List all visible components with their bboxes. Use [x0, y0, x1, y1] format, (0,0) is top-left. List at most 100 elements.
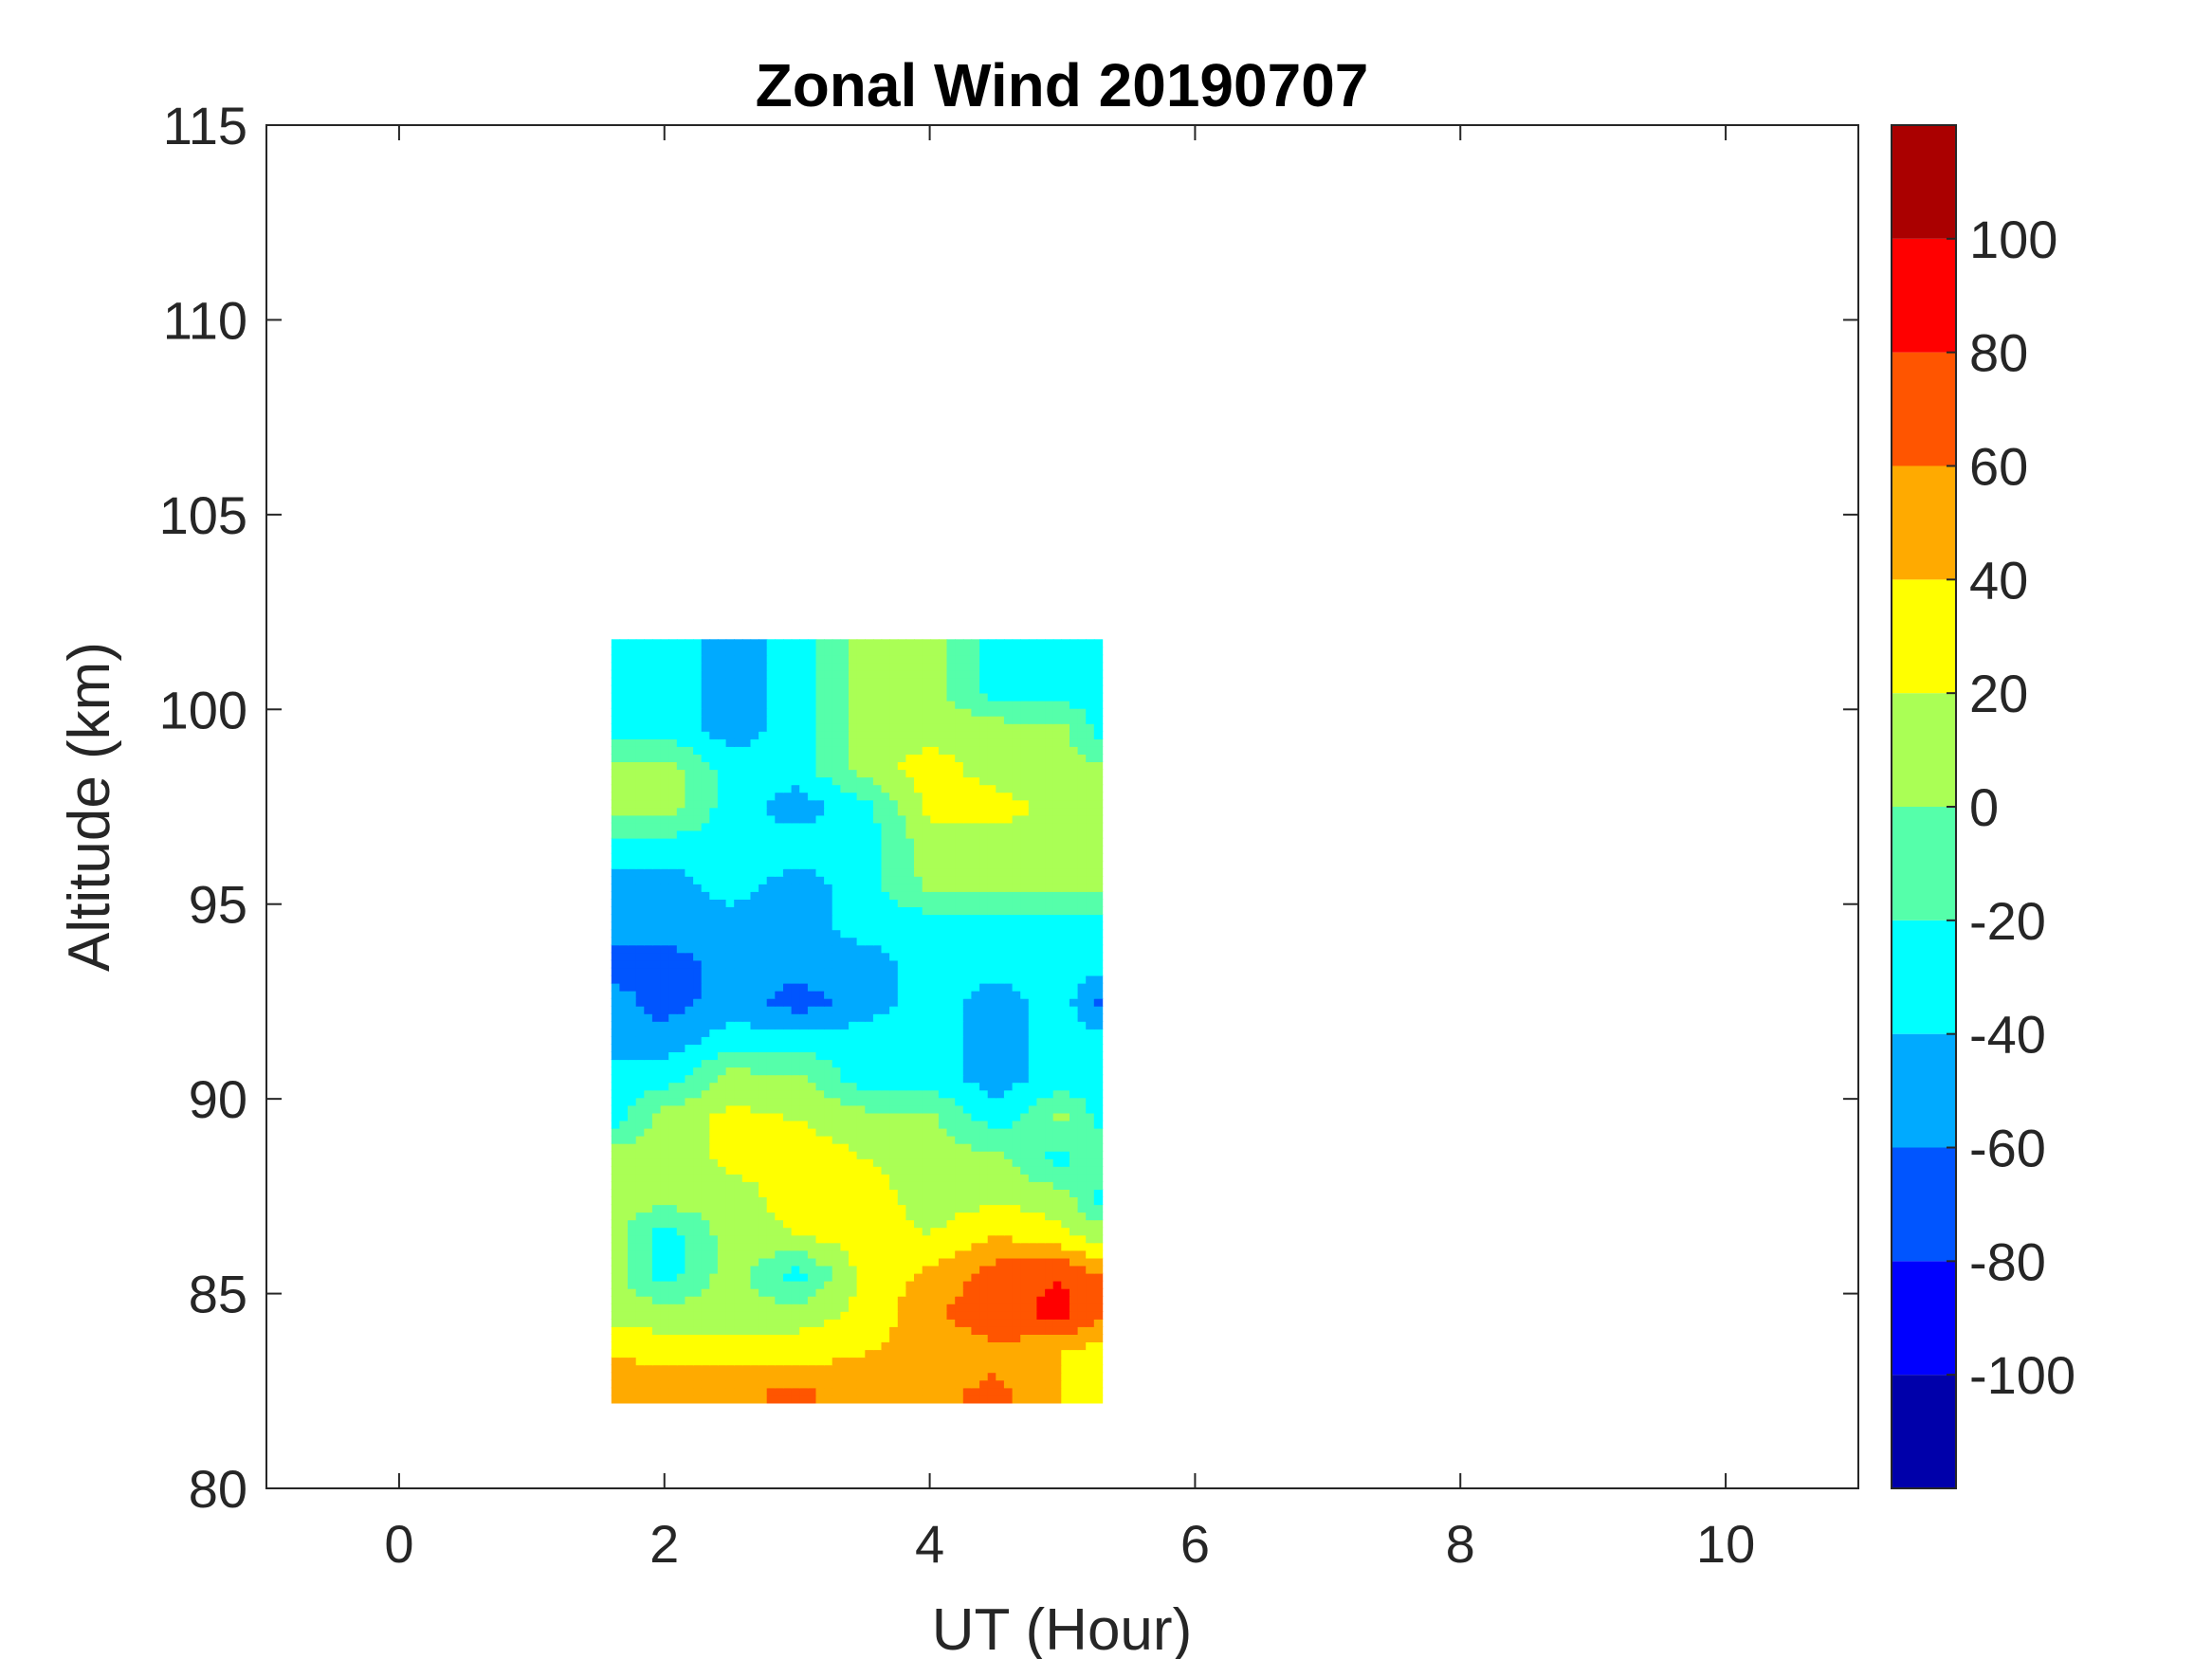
contour-cell	[914, 1364, 923, 1374]
contour-cell	[750, 1112, 759, 1121]
contour-cell	[979, 1112, 989, 1121]
contour-cell	[979, 822, 989, 831]
contour-cell	[962, 1074, 973, 1084]
contour-cell	[685, 1272, 694, 1282]
contour-cell	[676, 1036, 686, 1045]
contour-cell	[889, 937, 899, 946]
contour-cell	[651, 1097, 662, 1106]
contour-cell	[611, 776, 621, 786]
contour-cell	[914, 906, 923, 916]
contour-cell	[709, 1280, 719, 1289]
contour-cell	[897, 997, 907, 1007]
contour-cell	[946, 1196, 956, 1206]
contour-cell	[1036, 906, 1046, 916]
contour-cell	[685, 967, 694, 976]
contour-cell	[824, 1104, 833, 1114]
contour-cell	[783, 1127, 793, 1137]
contour-cell	[775, 1012, 784, 1022]
contour-cell	[1052, 1097, 1063, 1106]
contour-cell	[897, 990, 907, 999]
contour-cell	[979, 1196, 989, 1206]
contour-cell	[759, 1097, 768, 1106]
contour-cell	[930, 1357, 940, 1366]
contour-cell	[979, 769, 989, 778]
contour-cell	[962, 929, 973, 939]
contour-cell	[783, 1066, 793, 1076]
contour-cell	[1036, 845, 1046, 854]
contour-cell	[668, 1044, 678, 1052]
contour-cell	[759, 1021, 768, 1030]
contour-cell	[668, 1097, 678, 1106]
contour-cell	[628, 997, 637, 1007]
contour-cell	[938, 784, 948, 793]
contour-cell	[701, 1181, 711, 1190]
contour-cell	[914, 1120, 923, 1129]
contour-cell	[775, 1303, 784, 1312]
contour-cell	[905, 1120, 915, 1129]
contour-cell	[717, 1166, 727, 1175]
contour-cell	[865, 990, 874, 999]
contour-cell	[701, 959, 711, 969]
contour-cell	[775, 1127, 784, 1137]
contour-cell	[946, 792, 956, 801]
contour-cell	[849, 1082, 858, 1091]
contour-cell	[1061, 814, 1070, 824]
contour-cell	[1069, 921, 1079, 931]
contour-cell	[987, 1319, 997, 1327]
contour-cell	[644, 1150, 653, 1159]
contour-cell	[1069, 1181, 1079, 1190]
contour-cell	[750, 822, 759, 831]
contour-cell	[741, 1219, 752, 1229]
contour-cell	[856, 921, 866, 931]
contour-cell	[668, 899, 678, 907]
contour-cell	[635, 929, 646, 939]
contour-cell	[840, 1044, 850, 1052]
contour-cell	[856, 1379, 866, 1389]
contour-cell	[1069, 1379, 1079, 1389]
contour-cell	[783, 822, 793, 831]
contour-cell	[881, 1395, 890, 1404]
contour-cell	[938, 1249, 948, 1259]
contour-cell	[815, 1036, 825, 1045]
contour-cell	[996, 845, 1005, 854]
contour-cell	[840, 845, 850, 854]
contour-cell	[799, 967, 809, 976]
contour-cell	[930, 1029, 940, 1037]
contour-cell	[872, 1066, 883, 1076]
contour-cell	[938, 959, 948, 969]
contour-cell	[651, 1334, 662, 1342]
contour-cell	[815, 944, 825, 954]
contour-cell	[889, 867, 899, 877]
contour-cell	[701, 1142, 711, 1152]
contour-cell	[938, 1219, 948, 1229]
contour-cell	[619, 1104, 629, 1114]
contour-cell	[1036, 876, 1046, 884]
contour-cell	[725, 1174, 735, 1182]
contour-cell	[783, 1142, 793, 1152]
contour-cell	[807, 997, 817, 1007]
contour-cell	[775, 1326, 784, 1335]
contour-cell	[791, 906, 800, 916]
contour-cell	[922, 1127, 932, 1137]
contour-cell	[1093, 776, 1104, 786]
contour-cell	[1052, 1005, 1063, 1014]
contour-cell	[930, 959, 940, 969]
contour-cell	[840, 867, 850, 877]
contour-cell	[930, 937, 940, 946]
contour-cell	[1077, 1021, 1087, 1030]
contour-cell	[1020, 1059, 1030, 1068]
contour-cell	[1069, 1051, 1079, 1061]
contour-cell	[611, 990, 621, 999]
contour-cell	[856, 776, 866, 786]
contour-cell	[946, 937, 956, 946]
contour-cell	[914, 1158, 923, 1167]
contour-cell	[1052, 1311, 1063, 1320]
contour-cell	[1045, 1249, 1054, 1259]
contour-cell	[897, 1127, 907, 1137]
contour-cell	[1061, 1272, 1070, 1282]
contour-cell	[1093, 1021, 1104, 1030]
contour-cell	[849, 1234, 858, 1244]
contour-cell	[865, 807, 874, 816]
contour-cell	[897, 1142, 907, 1152]
contour-cell	[849, 899, 858, 907]
